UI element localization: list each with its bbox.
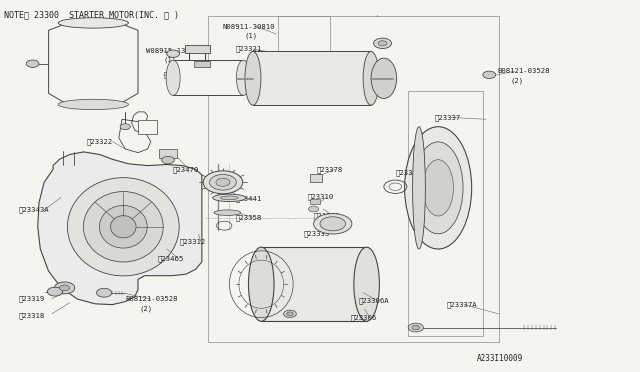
Text: NOTE、 23300  STARTER MOTOR(INC. ※ ): NOTE、 23300 STARTER MOTOR(INC. ※ ) [4, 10, 179, 19]
Bar [278, 16, 330, 60]
Text: W08915-1381A: W08915-1381A [147, 48, 199, 54]
Circle shape [284, 310, 296, 318]
Circle shape [308, 206, 319, 212]
Text: ※23441: ※23441 [236, 196, 262, 202]
Text: B08121-03528: B08121-03528 [125, 296, 178, 302]
Bar [159, 149, 177, 158]
Text: (1): (1) [244, 33, 258, 39]
Ellipse shape [166, 60, 180, 95]
Bar [310, 199, 320, 204]
Text: ※23343E: ※23343E [87, 44, 118, 50]
Circle shape [120, 124, 131, 130]
Ellipse shape [423, 160, 454, 216]
Ellipse shape [203, 171, 243, 194]
Circle shape [54, 282, 75, 294]
Polygon shape [38, 152, 202, 305]
Text: ※23319: ※23319 [19, 296, 45, 302]
Circle shape [167, 50, 179, 57]
Ellipse shape [67, 178, 179, 276]
Ellipse shape [111, 216, 136, 238]
Text: ※23378: ※23378 [317, 166, 343, 173]
Text: ※23380: ※23380 [314, 212, 340, 219]
Text: ※23338: ※23338 [428, 158, 454, 165]
Circle shape [97, 288, 112, 297]
Text: ※23343: ※23343 [164, 71, 190, 78]
Ellipse shape [371, 58, 397, 99]
Text: ※23310: ※23310 [307, 194, 333, 201]
Text: ※23318: ※23318 [19, 312, 45, 319]
Bar [253, 51, 371, 105]
Ellipse shape [248, 247, 274, 321]
Ellipse shape [209, 174, 236, 190]
Polygon shape [49, 23, 138, 105]
Ellipse shape [363, 51, 379, 105]
Ellipse shape [354, 247, 380, 321]
Text: B08121-03528: B08121-03528 [497, 68, 550, 74]
Text: N08911-30810: N08911-30810 [223, 24, 275, 30]
Circle shape [26, 60, 39, 67]
Circle shape [374, 38, 392, 48]
Text: ※23358: ※23358 [236, 214, 262, 221]
Bar [184, 45, 210, 53]
Bar [261, 247, 367, 321]
Circle shape [483, 71, 495, 78]
Circle shape [47, 287, 63, 296]
Ellipse shape [58, 99, 129, 110]
Ellipse shape [413, 142, 463, 234]
Circle shape [287, 312, 293, 316]
Text: ※23470: ※23470 [173, 166, 200, 173]
Text: ※23337A: ※23337A [447, 301, 477, 308]
Text: ※23337: ※23337 [435, 114, 461, 121]
Text: ※23333: ※23333 [304, 231, 330, 237]
Ellipse shape [212, 194, 246, 202]
Circle shape [60, 285, 70, 291]
Bar [310, 174, 322, 182]
Text: (2): (2) [510, 77, 524, 84]
Ellipse shape [245, 51, 261, 105]
Text: ※23343A: ※23343A [19, 207, 49, 214]
Text: A233I10009: A233I10009 [476, 354, 523, 363]
Ellipse shape [214, 210, 241, 215]
Text: ※23379: ※23379 [396, 170, 422, 176]
Ellipse shape [314, 214, 352, 234]
Circle shape [412, 326, 420, 330]
Text: ※23465: ※23465 [157, 255, 184, 262]
Circle shape [162, 156, 174, 164]
Ellipse shape [236, 60, 250, 95]
Bar [193, 61, 209, 67]
Text: ※23306A: ※23306A [358, 298, 389, 304]
Ellipse shape [220, 196, 238, 200]
Circle shape [408, 323, 424, 332]
Text: (2): (2) [140, 306, 153, 312]
Ellipse shape [320, 217, 346, 231]
Text: ※23322: ※23322 [87, 138, 113, 145]
Text: (1): (1) [164, 57, 177, 63]
Text: ※23321: ※23321 [236, 45, 262, 52]
Ellipse shape [216, 178, 230, 186]
Bar [138, 120, 157, 134]
Circle shape [378, 41, 387, 46]
Bar [208, 16, 499, 341]
Ellipse shape [58, 18, 129, 28]
Text: ※23312: ※23312 [179, 238, 205, 245]
Ellipse shape [404, 127, 472, 249]
Ellipse shape [83, 192, 163, 262]
Text: ※23306: ※23306 [351, 314, 377, 321]
Ellipse shape [99, 205, 147, 248]
Ellipse shape [413, 127, 426, 249]
Bar [173, 60, 243, 95]
Bar [408, 92, 483, 336]
